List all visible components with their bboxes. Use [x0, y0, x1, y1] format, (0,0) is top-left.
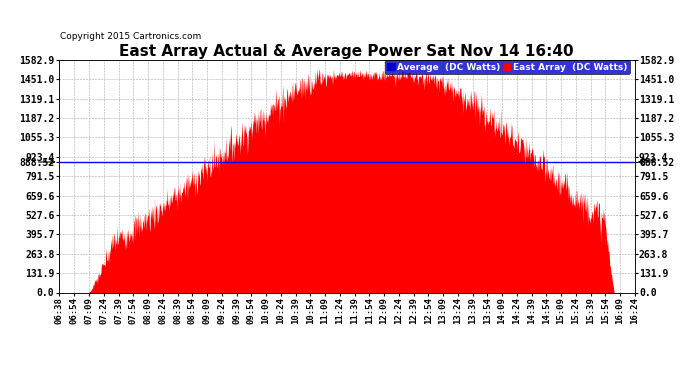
Text: Copyright 2015 Cartronics.com: Copyright 2015 Cartronics.com [60, 32, 201, 41]
Title: East Array Actual & Average Power Sat Nov 14 16:40: East Array Actual & Average Power Sat No… [119, 44, 574, 59]
Legend: Average  (DC Watts), East Array  (DC Watts): Average (DC Watts), East Array (DC Watts… [385, 60, 630, 74]
